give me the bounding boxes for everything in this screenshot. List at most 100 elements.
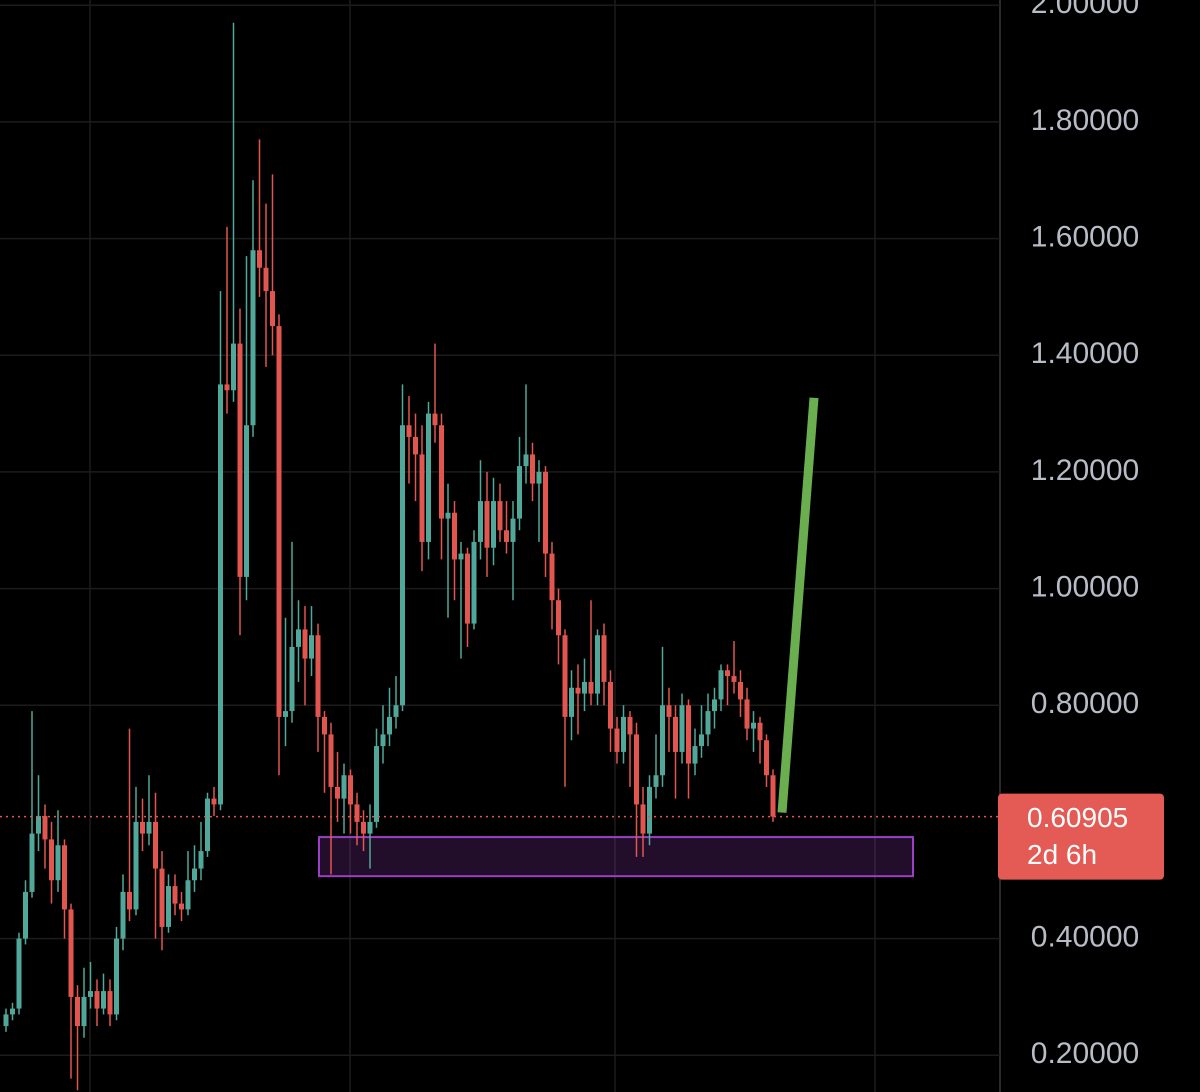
candle-body	[29, 833, 35, 892]
candle-body	[42, 816, 48, 840]
candle-body	[68, 909, 74, 997]
candle-body	[705, 711, 711, 735]
candle-body	[172, 886, 178, 904]
candle-body	[153, 821, 158, 869]
candle-body	[140, 821, 145, 834]
candle-body	[504, 530, 509, 542]
candle-body	[198, 851, 204, 869]
candle-body	[322, 716, 327, 735]
candle-body	[309, 635, 314, 659]
candle-body	[133, 821, 139, 910]
candle-body	[523, 454, 529, 467]
candle-body	[530, 454, 535, 484]
candle-body	[699, 734, 704, 747]
candle-body	[640, 804, 646, 834]
candle-body	[367, 821, 373, 834]
candle-body	[510, 518, 516, 542]
candle-body	[315, 635, 321, 717]
candle-body	[588, 681, 594, 694]
candle-body	[634, 734, 639, 805]
candle-body	[660, 705, 665, 776]
candle-body	[179, 903, 184, 910]
trend-line	[777, 397, 819, 813]
candle-body	[400, 425, 405, 706]
countdown-label: 2d 6h	[1027, 839, 1097, 870]
candle-body	[94, 991, 100, 1009]
candle-body	[647, 786, 652, 834]
candle-body	[120, 891, 126, 939]
candle-body	[263, 267, 269, 292]
price-label-box	[998, 793, 1164, 880]
candle-body	[536, 471, 542, 484]
y-tick-label: 1.00000	[1031, 571, 1139, 604]
candle-body	[549, 553, 555, 601]
candle-body	[101, 991, 106, 1009]
candle-body	[88, 991, 93, 997]
candle-body	[62, 845, 67, 910]
candle-body	[3, 1014, 9, 1027]
candle-body	[595, 635, 600, 694]
candle-body	[270, 291, 275, 327]
candle-body	[575, 687, 581, 694]
candle-body	[341, 775, 347, 799]
candle-body	[107, 991, 113, 1015]
candle-body	[413, 436, 418, 455]
candle-body	[283, 711, 288, 717]
last-price-label: 0.60905	[1027, 802, 1128, 833]
candle-body	[16, 938, 22, 1009]
candle-body	[335, 786, 340, 799]
candle-body	[146, 821, 152, 834]
y-tick-label: 1.60000	[1031, 221, 1139, 254]
candle-body	[744, 699, 750, 729]
candle-body	[608, 681, 613, 729]
candle-body	[497, 501, 503, 531]
candle-body	[478, 501, 483, 542]
candle-body	[354, 804, 360, 822]
y-tick-label: 0.80000	[1031, 687, 1139, 720]
candle-body	[426, 413, 431, 542]
candle-body	[484, 501, 490, 548]
candle-body	[432, 413, 438, 426]
candle-body	[289, 646, 295, 712]
candle-body	[725, 670, 730, 677]
candle-body	[49, 839, 54, 881]
candle-body	[718, 670, 724, 700]
candle-body	[712, 699, 717, 712]
candle-body	[114, 938, 119, 1015]
candle-body	[465, 553, 470, 624]
y-tick-label: 1.20000	[1031, 454, 1139, 487]
y-tick-label: 2.00000	[1031, 0, 1139, 20]
candle-body	[10, 1008, 15, 1015]
candle-body	[751, 722, 756, 729]
y-tick-label: 0.20000	[1031, 1037, 1139, 1070]
candle-body	[159, 868, 165, 927]
candle-body	[543, 471, 548, 554]
candle-body	[185, 880, 191, 910]
candle-body	[387, 716, 392, 735]
candle-body	[517, 466, 522, 519]
candle-body	[653, 775, 659, 787]
candle-body	[764, 740, 769, 776]
candle-body	[601, 635, 607, 682]
candle-body	[419, 454, 425, 542]
candle-body	[452, 512, 457, 560]
candle-body	[445, 512, 451, 519]
y-tick-label: 1.80000	[1031, 104, 1139, 137]
candle-body	[348, 775, 353, 805]
candle-body	[731, 676, 737, 682]
candle-body	[380, 734, 386, 747]
candle-body	[673, 716, 678, 752]
candle-body	[679, 705, 685, 752]
candle-body	[614, 728, 620, 752]
candle-body	[276, 326, 282, 717]
support-zone	[318, 836, 914, 878]
candle-body	[166, 886, 171, 927]
candle-body	[471, 541, 477, 624]
candle-body	[569, 687, 574, 717]
candle-body	[36, 816, 41, 834]
candle-body	[406, 425, 412, 437]
candle-body	[562, 635, 568, 717]
candle-body	[458, 553, 464, 560]
